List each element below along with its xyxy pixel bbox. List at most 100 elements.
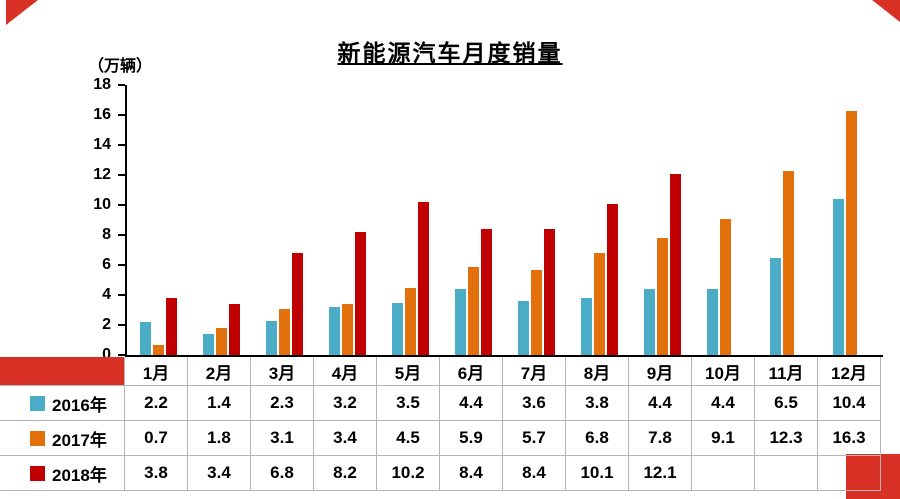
month-header-cell: 9月 bbox=[629, 357, 692, 386]
value-cell: 10.4 bbox=[818, 386, 881, 421]
month-header-cell: 10月 bbox=[692, 357, 755, 386]
legend-label-series-2: 2018年 bbox=[52, 465, 107, 485]
value-cell: 3.6 bbox=[503, 386, 566, 421]
bar-group bbox=[190, 85, 253, 355]
bar-series-2 bbox=[292, 253, 303, 355]
value-cell: 1.4 bbox=[188, 386, 251, 421]
red-corner-decoration-top-left bbox=[6, 0, 38, 25]
y-tick-label: 18 bbox=[93, 76, 111, 93]
bar-group bbox=[316, 85, 379, 355]
y-tick-label: 14 bbox=[93, 136, 111, 153]
bar-series-1 bbox=[468, 266, 479, 355]
value-cell: 10.1 bbox=[566, 456, 629, 491]
month-header-cell: 2月 bbox=[188, 357, 251, 386]
value-cell: 4.4 bbox=[692, 386, 755, 421]
value-cell: 6.8 bbox=[566, 421, 629, 456]
bar-series-0 bbox=[455, 289, 466, 355]
y-tick-label: 8 bbox=[102, 226, 111, 243]
y-axis-unit-label: （万辆） bbox=[88, 58, 153, 75]
legend-cell-series-1: 2017年 bbox=[0, 421, 125, 456]
bar-series-1 bbox=[153, 344, 164, 355]
y-tick-mark bbox=[118, 114, 125, 116]
value-cell: 3.4 bbox=[188, 456, 251, 491]
y-axis: 0 2 4 6 8 10 12 14 16 18 bbox=[0, 76, 125, 363]
y-tick-mark bbox=[118, 264, 125, 266]
bar-group bbox=[757, 85, 820, 355]
bar-series-1 bbox=[594, 253, 605, 355]
value-cell: 9.1 bbox=[692, 421, 755, 456]
value-cell: 2.2 bbox=[125, 386, 188, 421]
value-cell: 3.8 bbox=[125, 456, 188, 491]
red-block-decoration-bottom-right bbox=[846, 454, 900, 499]
bar-series-0 bbox=[140, 322, 151, 355]
bar-series-2 bbox=[607, 203, 618, 355]
bar-group bbox=[253, 85, 316, 355]
month-header-cell: 7月 bbox=[503, 357, 566, 386]
value-cell: 12.3 bbox=[755, 421, 818, 456]
month-header-cell: 5月 bbox=[377, 357, 440, 386]
bar-series-0 bbox=[770, 257, 781, 355]
bar-series-0 bbox=[644, 289, 655, 355]
legend-label-series-1: 2017年 bbox=[52, 430, 107, 450]
value-cell: 8.4 bbox=[503, 456, 566, 491]
value-cell: 4.4 bbox=[629, 386, 692, 421]
value-cell: 12.1 bbox=[629, 456, 692, 491]
bar-group bbox=[442, 85, 505, 355]
month-header-cell: 3月 bbox=[251, 357, 314, 386]
bar-series-2 bbox=[544, 229, 555, 355]
value-cell: 16.3 bbox=[818, 421, 881, 456]
bar-series-1 bbox=[405, 287, 416, 355]
bar-series-0 bbox=[518, 301, 529, 355]
month-header-cell: 11月 bbox=[755, 357, 818, 386]
bar-group bbox=[694, 85, 757, 355]
value-cell: 3.8 bbox=[566, 386, 629, 421]
chart-title: 新能源汽车月度销量 bbox=[337, 40, 563, 66]
y-tick-mark bbox=[118, 234, 125, 236]
value-cell: 8.4 bbox=[440, 456, 503, 491]
value-cell: 4.5 bbox=[377, 421, 440, 456]
y-tick-label: 12 bbox=[93, 166, 111, 183]
y-tick-label: 2 bbox=[102, 316, 111, 333]
bar-series-2 bbox=[355, 232, 366, 355]
bar-series-0 bbox=[392, 302, 403, 355]
legend-swatch-series-0 bbox=[30, 395, 45, 411]
legend-label-series-0: 2016年 bbox=[52, 395, 107, 415]
month-header-cell: 1月 bbox=[125, 357, 188, 386]
bar-series-1 bbox=[783, 170, 794, 355]
bar-series-0 bbox=[707, 289, 718, 355]
bar-series-1 bbox=[846, 110, 857, 355]
value-cell: 4.4 bbox=[440, 386, 503, 421]
bar-series-2 bbox=[670, 173, 681, 355]
y-tick-mark bbox=[118, 144, 125, 146]
month-header-cell: 4月 bbox=[314, 357, 377, 386]
bar-series-0 bbox=[266, 320, 277, 355]
bar-series-2 bbox=[481, 229, 492, 355]
value-cell bbox=[755, 456, 818, 491]
legend-swatch-series-1 bbox=[30, 430, 45, 446]
bar-series-1 bbox=[720, 218, 731, 355]
y-tick-mark bbox=[118, 84, 125, 86]
value-cell: 6.5 bbox=[755, 386, 818, 421]
table-corner-cell bbox=[0, 357, 125, 386]
bar-series-1 bbox=[342, 304, 353, 355]
value-cell bbox=[692, 456, 755, 491]
bar-group bbox=[820, 85, 883, 355]
month-header-cell: 12月 bbox=[818, 357, 881, 386]
legend-cell-series-2: 2018年 bbox=[0, 456, 125, 491]
value-cell: 2.3 bbox=[251, 386, 314, 421]
y-tick-label: 4 bbox=[102, 286, 111, 303]
data-table: 1月 2月 3月 4月 5月 6月 7月 8月 9月 10月 11月 12月 2016年 2.2 1.4 2.… bbox=[0, 357, 881, 491]
bar-group bbox=[379, 85, 442, 355]
value-cell bbox=[818, 456, 881, 491]
month-header-cell: 6月 bbox=[440, 357, 503, 386]
legend-cell-series-0: 2016年 bbox=[0, 386, 125, 421]
bar-series-1 bbox=[216, 328, 227, 355]
bar-series-0 bbox=[833, 199, 844, 355]
bar-series-0 bbox=[329, 307, 340, 355]
y-tick-label: 16 bbox=[93, 106, 111, 123]
bar-series-1 bbox=[279, 308, 290, 355]
value-cell: 1.8 bbox=[188, 421, 251, 456]
y-tick-mark bbox=[118, 294, 125, 296]
bar-series-0 bbox=[203, 334, 214, 355]
